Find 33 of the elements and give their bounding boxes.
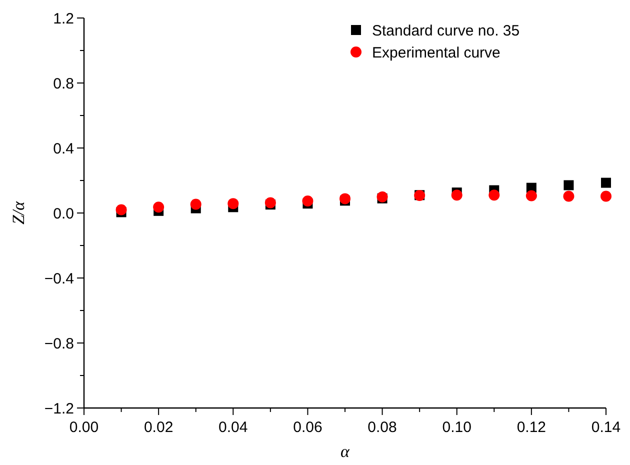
x-tick-label: 0.12	[516, 419, 546, 436]
x-tick-label: 0.10	[442, 419, 472, 436]
y-tick-label: −0.4	[44, 270, 74, 288]
point	[564, 180, 574, 190]
point	[340, 193, 350, 204]
y-tick-label: 1.2	[53, 10, 74, 28]
y-tick-label: 0.4	[53, 140, 74, 158]
x-tick-label: 0.14	[591, 419, 621, 436]
point	[600, 190, 612, 202]
x-tick-label: 0.04	[218, 419, 248, 436]
point	[451, 190, 462, 201]
point	[264, 197, 276, 208]
point	[601, 178, 611, 188]
x-tick-label: 0.00	[69, 419, 99, 436]
point	[116, 204, 127, 216]
point	[302, 195, 314, 206]
x-tick-label: 0.02	[144, 419, 174, 436]
point	[488, 190, 500, 201]
y-tick-label: 0.0	[53, 205, 74, 222]
x-axis-title: α	[340, 442, 351, 461]
point	[228, 198, 239, 210]
y-axis-title: Z/α	[9, 200, 28, 225]
point	[563, 190, 574, 202]
x-tick-label: 0.08	[368, 419, 397, 436]
y-tick-label: 0.8	[53, 75, 74, 92]
y-tick-label: −0.8	[44, 335, 74, 352]
legend-label: Standard curve no. 35	[372, 22, 520, 40]
y-tick-label: −1.2	[44, 400, 74, 418]
point	[526, 190, 537, 202]
x-tick-label: 0.06	[293, 419, 322, 436]
point	[153, 202, 164, 213]
point	[190, 198, 202, 210]
legend-label: Experimental curve	[372, 44, 500, 62]
